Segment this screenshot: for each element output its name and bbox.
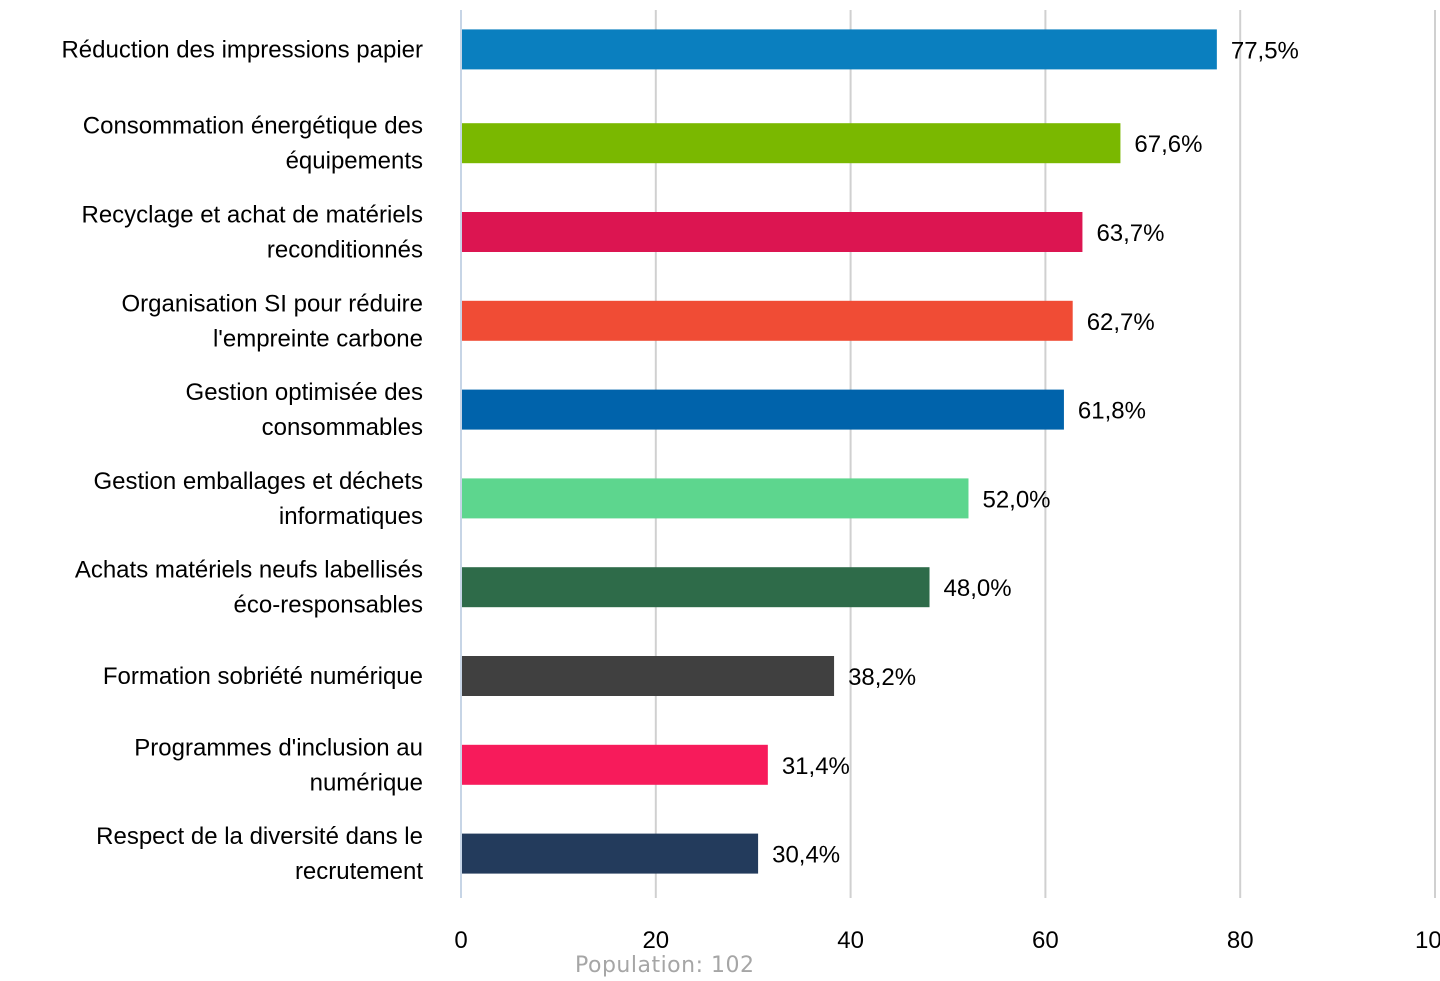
category-label-3: Recyclage et achat de matériels reconditi… (81, 202, 423, 264)
bar-10 (462, 833, 759, 874)
category-label-4: Organisation SI pour réduire l'empreinte … (122, 290, 424, 352)
value-label-7: 48,0% (944, 575, 1012, 602)
value-labels: 77,5% 67,6% 63,7% 62,7% 61,8% 52,0% 48,0% 38,2%… (772, 37, 1299, 868)
bar-7 (462, 567, 930, 608)
value-label-2: 67,6% (1134, 131, 1202, 158)
value-label-5: 61,8% (1078, 398, 1146, 425)
bar-3 (462, 212, 1083, 252)
value-label-6: 52,0% (982, 486, 1050, 513)
bar-1 (462, 29, 1217, 70)
x-tick-label-60: 60 (1032, 927, 1059, 954)
category-label-10: Respect de la diversité dans le recruteme… (96, 823, 423, 885)
category-label-5: Gestion optimisée des consommables (186, 379, 423, 441)
value-label-8: 38,2% (848, 664, 916, 691)
category-label-1: Réduction des impressions papier (61, 36, 423, 63)
bar-2 (462, 123, 1121, 164)
value-label-3: 63,7% (1096, 220, 1164, 247)
x-tick-label-20: 20 (642, 927, 669, 954)
value-label-9: 31,4% (782, 753, 850, 780)
value-label-10: 30,4% (772, 842, 840, 869)
category-label-8: Formation sobriété numérique (103, 663, 423, 690)
x-tick-label-100: 100 (1415, 927, 1440, 954)
bars (462, 29, 1217, 874)
bar-8 (462, 656, 835, 696)
population-note: Population: 102 (575, 953, 755, 978)
x-tick-label-0: 0 (454, 927, 467, 954)
bar-6 (462, 478, 969, 519)
value-label-1: 77,5% (1231, 37, 1299, 64)
category-label-2: Consommation énergétique des équipements (83, 113, 423, 175)
value-label-4: 62,7% (1087, 309, 1155, 336)
bar-9 (462, 744, 768, 785)
category-labels: Réduction des impressions papier Consomma… (61, 36, 423, 885)
bar-5 (462, 389, 1064, 430)
category-label-9: Programmes d'inclusion au numérique (134, 734, 423, 796)
x-tick-label-40: 40 (837, 927, 864, 954)
bar-4 (462, 300, 1073, 341)
category-label-7: Achats matériels neufs labellisés éco-res… (75, 557, 423, 619)
x-tick-label-80: 80 (1227, 927, 1254, 954)
category-label-6: Gestion emballages et déchets informatiqu… (93, 468, 423, 530)
x-tick-labels: 0 20 40 60 80 100 (454, 927, 1440, 954)
